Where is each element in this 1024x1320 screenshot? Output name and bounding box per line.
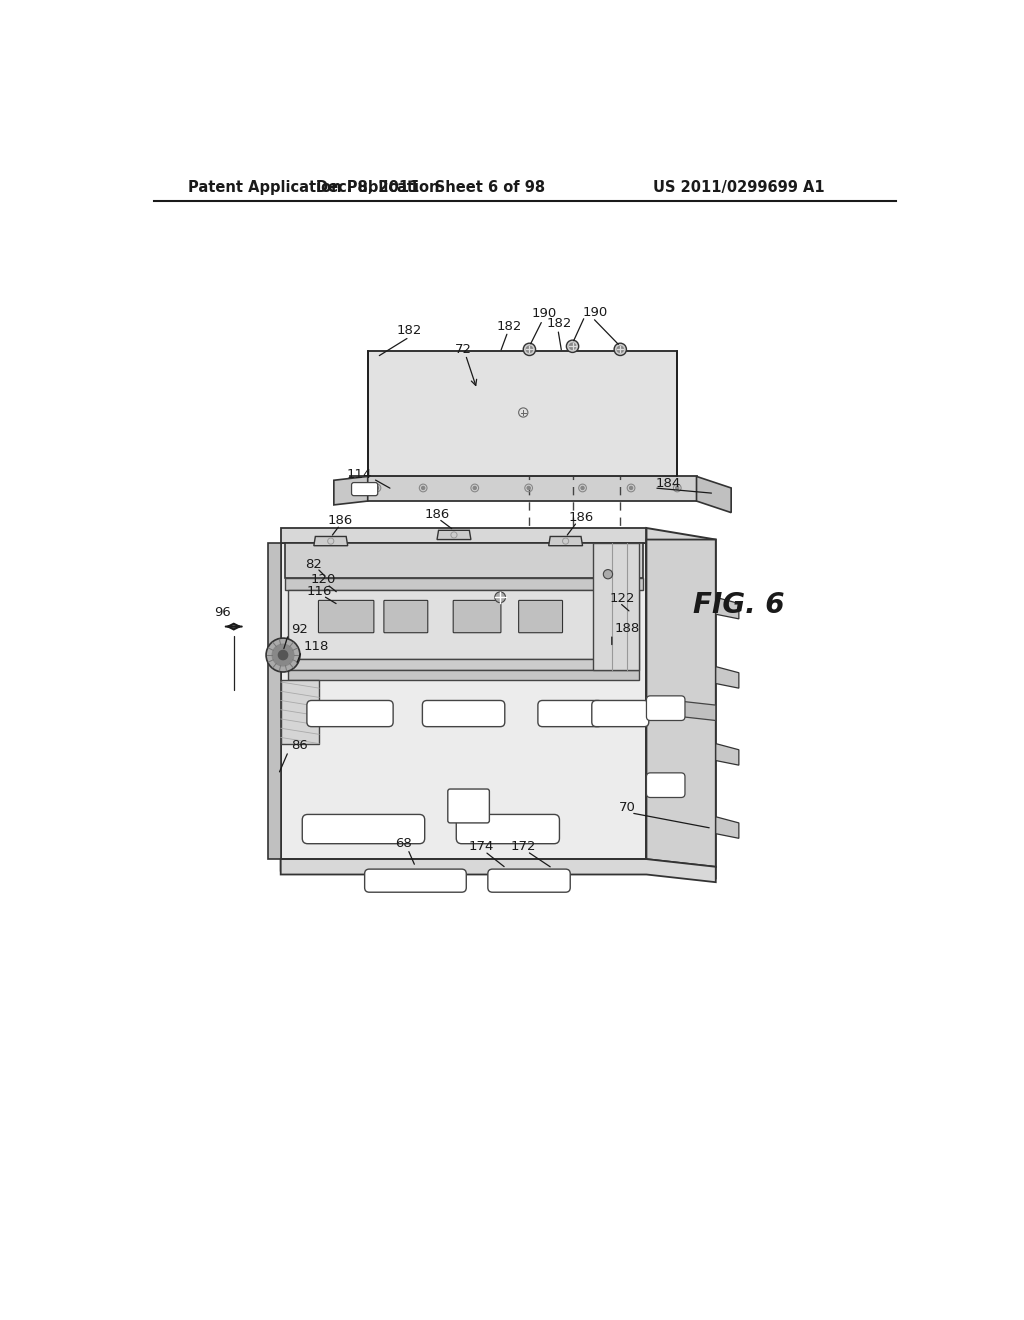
- Polygon shape: [281, 528, 646, 544]
- Polygon shape: [334, 477, 368, 506]
- Polygon shape: [350, 477, 696, 502]
- Text: 186: 186: [328, 513, 352, 527]
- Text: 182: 182: [497, 319, 522, 333]
- Text: 186: 186: [424, 508, 450, 520]
- Text: US 2011/0299699 A1: US 2011/0299699 A1: [653, 180, 824, 195]
- Text: 116: 116: [306, 585, 332, 598]
- Text: 118: 118: [304, 640, 329, 653]
- Circle shape: [617, 346, 624, 352]
- FancyBboxPatch shape: [384, 601, 428, 632]
- Circle shape: [603, 570, 612, 579]
- Circle shape: [279, 651, 288, 660]
- Text: 190: 190: [583, 306, 607, 319]
- Polygon shape: [281, 681, 319, 743]
- FancyBboxPatch shape: [302, 814, 425, 843]
- Polygon shape: [437, 531, 471, 540]
- Polygon shape: [716, 743, 739, 766]
- Polygon shape: [696, 477, 731, 512]
- Polygon shape: [716, 817, 739, 838]
- Circle shape: [422, 487, 425, 490]
- FancyBboxPatch shape: [592, 701, 649, 726]
- FancyBboxPatch shape: [457, 814, 559, 843]
- Text: 120: 120: [310, 573, 336, 586]
- FancyBboxPatch shape: [351, 483, 378, 496]
- Circle shape: [676, 487, 679, 490]
- Text: 182: 182: [547, 317, 572, 330]
- Polygon shape: [281, 859, 716, 882]
- FancyBboxPatch shape: [454, 601, 501, 632]
- FancyBboxPatch shape: [318, 601, 374, 632]
- Circle shape: [526, 346, 532, 352]
- FancyBboxPatch shape: [447, 789, 489, 822]
- Polygon shape: [281, 544, 646, 859]
- Circle shape: [569, 343, 575, 350]
- FancyBboxPatch shape: [518, 601, 562, 632]
- Polygon shape: [549, 536, 583, 545]
- Text: Patent Application Publication: Patent Application Publication: [188, 180, 440, 195]
- Polygon shape: [281, 859, 716, 878]
- Polygon shape: [593, 544, 639, 671]
- Polygon shape: [313, 536, 348, 545]
- Text: 70: 70: [618, 801, 636, 814]
- Text: 188: 188: [614, 622, 639, 635]
- Text: 96: 96: [215, 606, 231, 619]
- Text: 184: 184: [655, 477, 681, 490]
- FancyBboxPatch shape: [646, 696, 685, 721]
- Polygon shape: [289, 671, 639, 681]
- Text: 190: 190: [531, 308, 557, 321]
- Text: 114: 114: [346, 467, 372, 480]
- Circle shape: [630, 487, 633, 490]
- Polygon shape: [289, 659, 639, 671]
- Circle shape: [581, 487, 584, 490]
- Circle shape: [272, 644, 294, 665]
- Polygon shape: [368, 351, 677, 477]
- Text: FIG. 6: FIG. 6: [693, 591, 784, 619]
- Circle shape: [566, 341, 579, 352]
- Text: 68: 68: [395, 837, 413, 850]
- Circle shape: [527, 487, 530, 490]
- FancyBboxPatch shape: [307, 701, 393, 726]
- FancyBboxPatch shape: [422, 701, 505, 726]
- Polygon shape: [716, 667, 739, 688]
- Text: 82: 82: [305, 557, 323, 570]
- Text: 86: 86: [291, 739, 307, 751]
- Circle shape: [473, 487, 476, 490]
- Text: 182: 182: [396, 325, 422, 338]
- Text: 72: 72: [455, 343, 472, 356]
- Polygon shape: [285, 544, 643, 578]
- Text: 186: 186: [568, 511, 594, 524]
- Polygon shape: [267, 544, 281, 859]
- Polygon shape: [646, 528, 716, 867]
- Circle shape: [266, 638, 300, 672]
- Circle shape: [523, 343, 536, 355]
- Circle shape: [376, 487, 379, 490]
- Polygon shape: [646, 697, 716, 721]
- Circle shape: [614, 343, 627, 355]
- FancyBboxPatch shape: [646, 774, 685, 797]
- Text: 172: 172: [511, 840, 536, 853]
- Text: 92: 92: [291, 623, 307, 636]
- Text: 174: 174: [468, 840, 494, 853]
- Text: Dec. 8, 2011   Sheet 6 of 98: Dec. 8, 2011 Sheet 6 of 98: [316, 180, 546, 195]
- Polygon shape: [285, 578, 643, 590]
- Polygon shape: [716, 598, 739, 619]
- Polygon shape: [646, 540, 716, 867]
- FancyBboxPatch shape: [365, 869, 466, 892]
- FancyBboxPatch shape: [538, 701, 602, 726]
- Text: 122: 122: [609, 591, 635, 605]
- Polygon shape: [289, 590, 639, 659]
- Circle shape: [495, 591, 506, 603]
- FancyBboxPatch shape: [487, 869, 570, 892]
